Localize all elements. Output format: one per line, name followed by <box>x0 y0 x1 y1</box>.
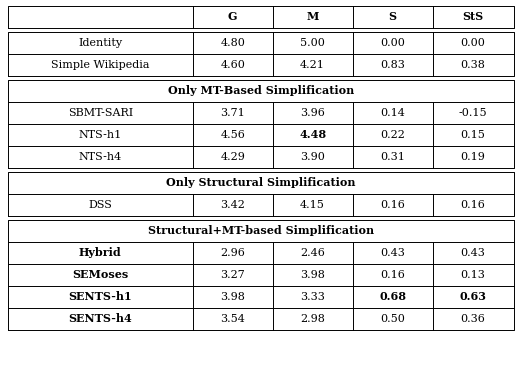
Text: 0.19: 0.19 <box>460 152 485 162</box>
Text: S: S <box>388 11 397 23</box>
Text: 3.27: 3.27 <box>220 270 245 280</box>
Text: 3.54: 3.54 <box>220 314 245 324</box>
Text: 4.29: 4.29 <box>220 152 245 162</box>
Text: 3.98: 3.98 <box>300 270 325 280</box>
Text: 4.15: 4.15 <box>300 200 325 210</box>
Text: 3.90: 3.90 <box>300 152 325 162</box>
Text: 0.43: 0.43 <box>380 248 405 258</box>
Text: 0.16: 0.16 <box>380 200 405 210</box>
Text: 0.63: 0.63 <box>459 291 486 303</box>
Text: SENTS-h1: SENTS-h1 <box>68 291 132 303</box>
Text: 0.36: 0.36 <box>460 314 485 324</box>
Text: Identity: Identity <box>78 38 122 48</box>
Text: G: G <box>228 11 238 23</box>
Text: 0.22: 0.22 <box>380 130 405 140</box>
Text: 3.96: 3.96 <box>300 108 325 118</box>
Text: Simple Wikipedia: Simple Wikipedia <box>51 60 150 70</box>
Text: 0.31: 0.31 <box>380 152 405 162</box>
Text: 0.16: 0.16 <box>380 270 405 280</box>
Text: 0.14: 0.14 <box>380 108 405 118</box>
Text: 4.60: 4.60 <box>220 60 245 70</box>
Text: 0.16: 0.16 <box>460 200 485 210</box>
Text: 3.42: 3.42 <box>220 200 245 210</box>
Text: 0.15: 0.15 <box>460 130 485 140</box>
Text: NTS-h1: NTS-h1 <box>79 130 122 140</box>
Text: SENTS-h4: SENTS-h4 <box>68 314 132 324</box>
Text: Structural+MT-based Simplification: Structural+MT-based Simplification <box>148 225 374 236</box>
Text: SBMT-SARI: SBMT-SARI <box>68 108 133 118</box>
Text: 2.96: 2.96 <box>220 248 245 258</box>
Text: 0.00: 0.00 <box>380 38 405 48</box>
Text: Hybrid: Hybrid <box>79 248 122 259</box>
Text: 3.71: 3.71 <box>220 108 245 118</box>
Text: 2.46: 2.46 <box>300 248 325 258</box>
Text: 0.68: 0.68 <box>379 291 406 303</box>
Text: 3.98: 3.98 <box>220 292 245 302</box>
Text: 3.33: 3.33 <box>300 292 325 302</box>
Text: 4.48: 4.48 <box>299 129 326 140</box>
Text: 0.43: 0.43 <box>460 248 485 258</box>
Text: -0.15: -0.15 <box>458 108 487 118</box>
Text: 4.21: 4.21 <box>300 60 325 70</box>
Text: NTS-h4: NTS-h4 <box>79 152 122 162</box>
Text: 4.80: 4.80 <box>220 38 245 48</box>
Text: M: M <box>306 11 319 23</box>
Text: 0.13: 0.13 <box>460 270 485 280</box>
Text: StS: StS <box>462 11 483 23</box>
Text: 0.38: 0.38 <box>460 60 485 70</box>
Text: 4.56: 4.56 <box>220 130 245 140</box>
Text: DSS: DSS <box>88 200 112 210</box>
Text: Only Structural Simplification: Only Structural Simplification <box>166 177 356 188</box>
Text: 0.00: 0.00 <box>460 38 485 48</box>
Text: Only MT-Based Simplification: Only MT-Based Simplification <box>168 85 354 96</box>
Text: 0.50: 0.50 <box>380 314 405 324</box>
Text: 5.00: 5.00 <box>300 38 325 48</box>
Text: 0.83: 0.83 <box>380 60 405 70</box>
Text: 2.98: 2.98 <box>300 314 325 324</box>
Text: SEMoses: SEMoses <box>72 269 128 280</box>
